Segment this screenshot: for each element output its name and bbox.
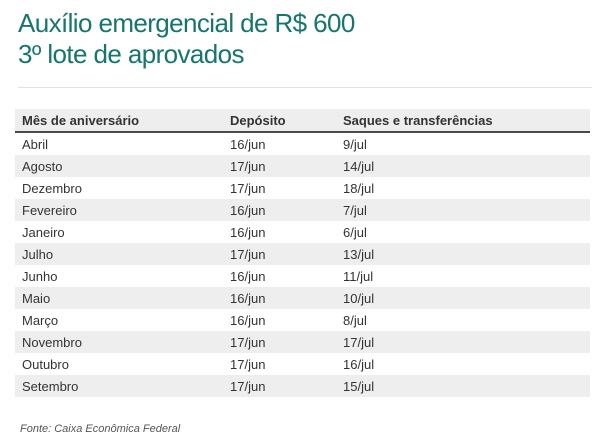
table-cell: 8/jul [343, 312, 367, 328]
table-row: Maio 16/jun 10/jul [15, 287, 590, 309]
table-cell: 16/jun [230, 136, 266, 152]
table-row: Junho 16/jun 11/jul [15, 265, 590, 287]
table-cell: 17/jun [230, 334, 266, 350]
table-cell: 11/jul [343, 268, 374, 284]
table-cell: Outubro [22, 356, 69, 372]
source-note: Fonte: Caixa Econômica Federal [20, 423, 181, 435]
title-line-2: 3º lote de aprovados [18, 39, 244, 69]
table-row: Outubro 17/jun 16/jul [15, 353, 590, 375]
table-cell: 16/jul [343, 356, 375, 372]
table-cell: Dezembro [22, 180, 82, 196]
page-title: Auxílio emergencial de R$ 600 3º lote de… [18, 8, 590, 70]
table-cell: 6/jul [343, 224, 367, 240]
table-cell: Setembro [22, 378, 79, 394]
column-header-deposit: Depósito [230, 109, 343, 133]
table-cell: 15/jul [343, 378, 375, 394]
table-cell: Agosto [22, 158, 63, 174]
table-cell: 17/jun [230, 180, 266, 196]
column-header-withdrawals: Saques e transferências [343, 109, 590, 133]
title-divider [18, 87, 592, 88]
table-cell: Julho [22, 246, 54, 262]
table-cell: 17/jun [230, 158, 266, 174]
table-cell: Março [22, 312, 59, 328]
table-cell: 7/jul [343, 202, 367, 218]
table-cell: Abril [22, 136, 49, 152]
table-row: Janeiro 16/jun 6/jul [15, 221, 590, 243]
table-cell: 16/jun [230, 312, 266, 328]
table-body: Abril 16/jun 9/jul Agosto 17/jun 14/jul Dezemb… [15, 132, 590, 397]
table-cell: 16/jun [230, 224, 266, 240]
table-cell: 18/jul [343, 180, 375, 196]
table-cell: Maio [22, 290, 51, 306]
table-row: Abril 16/jun 9/jul [15, 132, 590, 155]
table-row: Março 16/jun 8/jul [15, 309, 590, 331]
table-cell: 10/jul [343, 290, 375, 306]
table-cell: 17/jun [230, 356, 266, 372]
table-row: Fevereiro 16/jun 7/jul [15, 199, 590, 221]
table-row: Agosto 17/jun 14/jul [15, 155, 590, 177]
table-cell: Janeiro [22, 224, 65, 240]
column-header-birth-month: Mês de aniversário [15, 109, 230, 133]
table-cell: 17/jun [230, 246, 266, 262]
table-cell: 9/jul [343, 136, 367, 152]
table-cell: 14/jul [343, 158, 375, 174]
table-row: Dezembro 17/jun 18/jul [15, 177, 590, 199]
table-cell: Junho [22, 268, 58, 284]
table-cell: 16/jun [230, 202, 266, 218]
table-cell: 17/jul [343, 334, 375, 350]
table-cell: 13/jul [343, 246, 375, 262]
table-row: Julho 17/jun 13/jul [15, 243, 590, 265]
title-line-1: Auxílio emergencial de R$ 600 [18, 8, 355, 38]
payment-schedule-table: Mês de aniversário Depósito Saques e tra… [15, 109, 590, 397]
table-row: Novembro 17/jun 17/jul [15, 331, 590, 353]
table-cell: 16/jun [230, 290, 266, 306]
table-cell: 17/jun [230, 378, 266, 394]
table-cell: Fevereiro [22, 202, 77, 218]
table-header-row: Mês de aniversário Depósito Saques e tra… [15, 109, 590, 133]
table-row: Setembro 17/jun 15/jul [15, 375, 590, 397]
table-cell: 16/jun [230, 268, 266, 284]
table-cell: Novembro [22, 334, 82, 350]
